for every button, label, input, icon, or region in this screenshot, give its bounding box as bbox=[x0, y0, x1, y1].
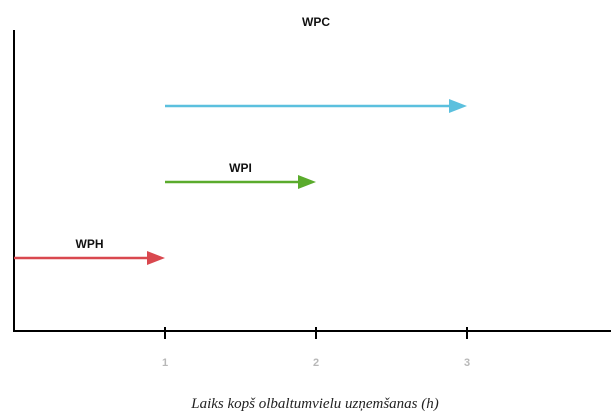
series-wph: WPH bbox=[14, 237, 165, 265]
series-label-wph: WPH bbox=[76, 237, 104, 251]
arrow-head-wph bbox=[147, 251, 165, 265]
x-tick-label-1: 1 bbox=[162, 357, 168, 369]
series-label-wpi: WPI bbox=[229, 161, 252, 175]
series-arrows: WPC WPI WPH bbox=[14, 15, 467, 265]
arrow-head-wpi bbox=[298, 175, 316, 189]
x-tick-label-2: 2 bbox=[313, 357, 319, 369]
x-tick-label-3: 3 bbox=[464, 357, 470, 369]
x-axis-title: Laiks kopš olbaltumvielu uzņemšanas (h) bbox=[190, 396, 438, 412]
series-label-wpc: WPC bbox=[302, 15, 330, 29]
x-ticks: 1 2 3 bbox=[162, 327, 470, 369]
arrow-head-wpc bbox=[449, 99, 467, 113]
series-wpi: WPI bbox=[165, 161, 316, 189]
axes bbox=[13, 30, 611, 332]
series-wpc: WPC bbox=[165, 15, 467, 113]
